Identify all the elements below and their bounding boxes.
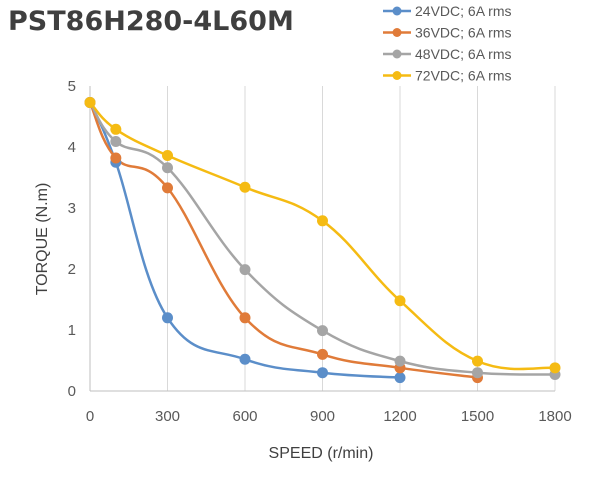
data-point [394, 295, 406, 307]
data-point [162, 150, 173, 162]
data-point [239, 312, 251, 324]
y-tick-label: 1 [68, 322, 76, 339]
data-point [162, 162, 173, 174]
legend-label: 36VDC; 6A rms [415, 25, 511, 41]
series-line [88, 101, 478, 379]
y-tick-label: 3 [68, 200, 76, 217]
data-point [110, 152, 122, 164]
legend-label: 72VDC; 6A rms [415, 68, 511, 84]
axes [89, 86, 555, 392]
data-point [394, 355, 406, 367]
x-tick-label: 600 [232, 408, 257, 425]
gridlines [167, 86, 556, 391]
series-line [89, 101, 556, 371]
chart-title: PST86H280-4L60M [8, 6, 294, 37]
x-axis-title: SPEED (r/min) [269, 445, 374, 462]
y-tick-label: 2 [68, 261, 76, 278]
data-point [317, 367, 328, 379]
data-point [394, 372, 406, 384]
y-tick-label: 0 [68, 383, 76, 400]
y-tick-label: 4 [68, 139, 76, 156]
data-point [239, 181, 251, 193]
data-point [472, 367, 483, 379]
series-points [84, 96, 561, 384]
data-point [549, 362, 561, 374]
x-tick-label: 1800 [538, 408, 571, 425]
x-tick-label: 0 [86, 408, 94, 425]
x-tick-label: 300 [155, 408, 180, 425]
y-tick-label: 5 [68, 78, 76, 95]
data-point [317, 348, 328, 360]
x-tick-label: 1200 [383, 408, 416, 425]
legend-marker [392, 6, 402, 16]
data-point [110, 136, 122, 148]
legend: 24VDC; 6A rms 36VDC; 6A rms 48VDC; 6A rms 7… [383, 3, 511, 84]
legend-marker [392, 71, 402, 80]
legend-marker [392, 28, 402, 37]
data-point [472, 355, 483, 367]
data-point [84, 96, 96, 108]
data-point [239, 264, 251, 276]
legend-marker [392, 49, 402, 59]
y-axis-title: TORQUE (N.m) [34, 183, 51, 296]
x-tick-label: 1500 [461, 408, 494, 425]
data-point [239, 353, 251, 365]
x-tick-label: 900 [310, 408, 335, 425]
data-point [317, 215, 328, 227]
data-point [317, 325, 328, 337]
series-line [88, 101, 556, 376]
legend-label: 24VDC; 6A rms [415, 3, 511, 19]
legend-label: 48VDC; 6A rms [415, 46, 511, 62]
data-point [110, 123, 122, 135]
data-point [162, 312, 173, 324]
tick-labels: 0 300 600 900 1200 1500 1800 0 1 2 3 4 5 [68, 78, 572, 425]
data-point [162, 182, 173, 194]
